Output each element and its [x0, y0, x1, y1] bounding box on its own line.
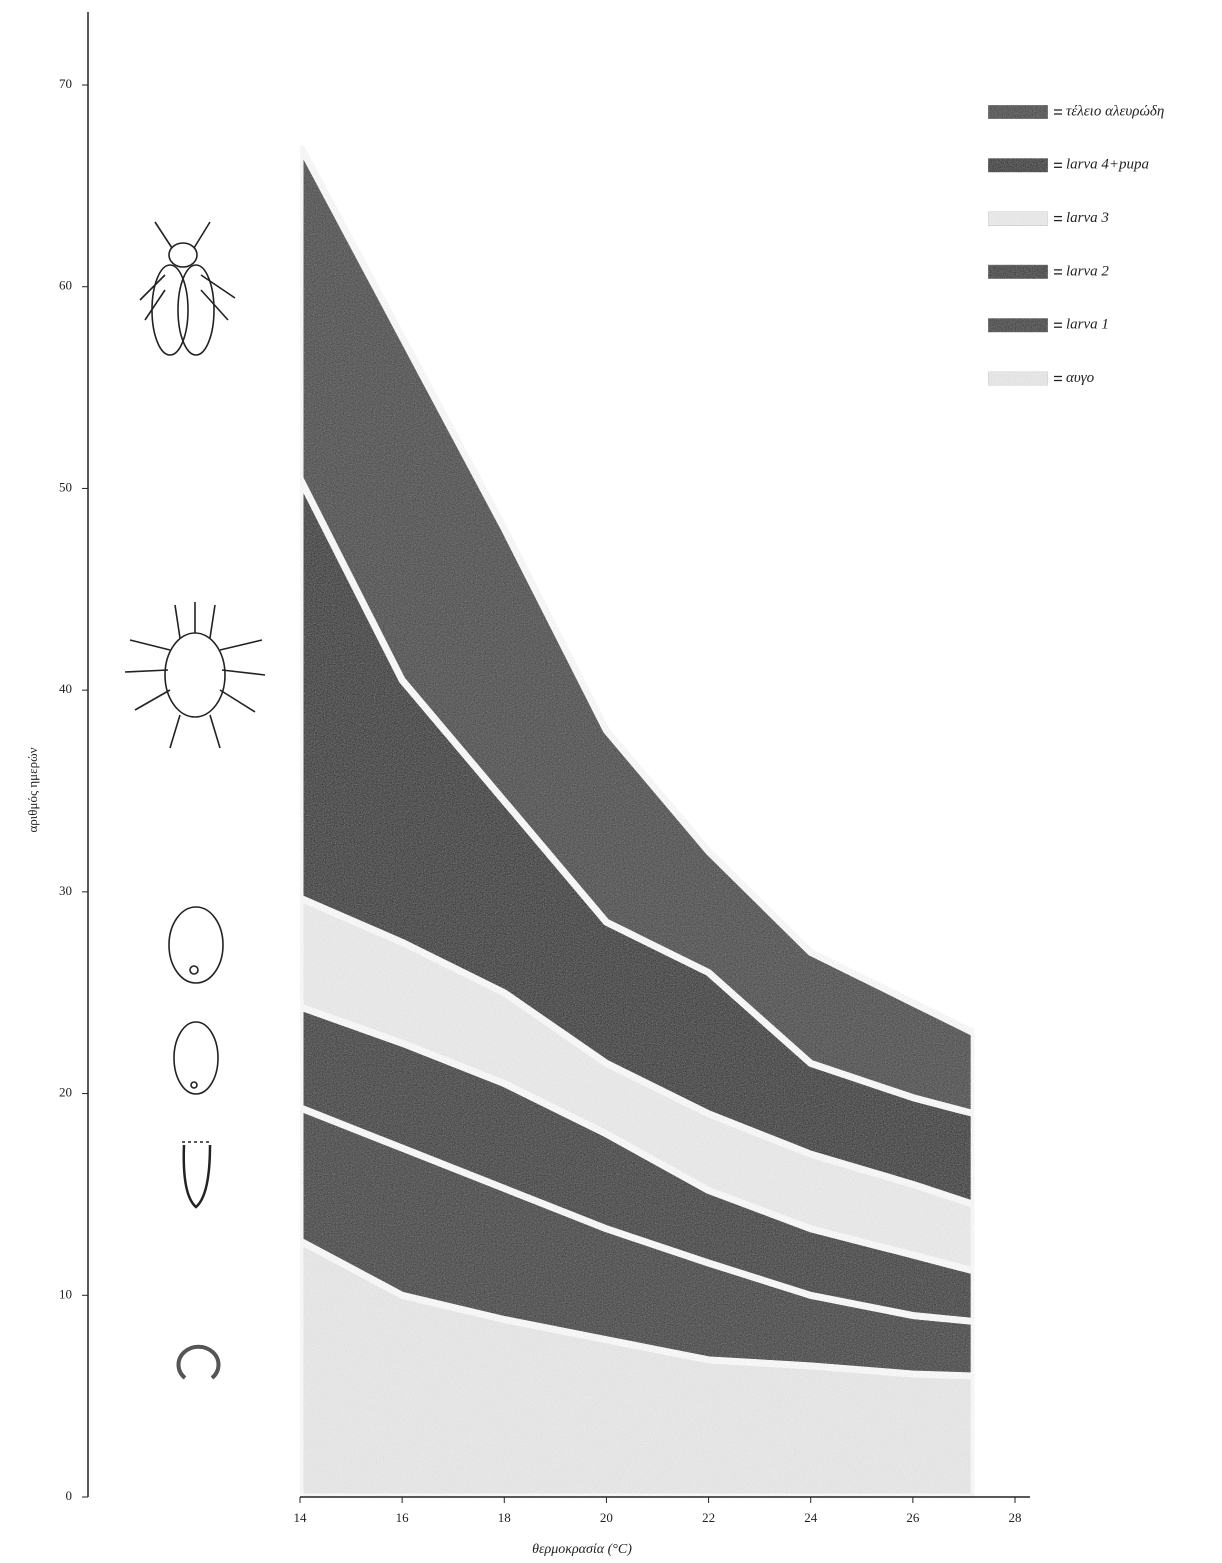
- legend-swatch: [988, 212, 1048, 226]
- legend-label: αυγο: [1066, 370, 1095, 386]
- larva3-icon: [169, 907, 223, 983]
- x-tick-label: 24: [804, 1510, 818, 1525]
- legend-label: larva 4+pupa: [1066, 157, 1149, 173]
- larva1-icon: [182, 1142, 210, 1207]
- egg-icon: [179, 1347, 219, 1378]
- y-tick-label: 50: [59, 479, 72, 494]
- legend-label: larva 1: [1066, 317, 1109, 333]
- larva4-icon: [125, 602, 265, 748]
- page: {"chart_data": {"type": "stacked-area", …: [0, 0, 1222, 1563]
- y-tick-label: 20: [59, 1085, 72, 1100]
- y-tick-label: 40: [59, 681, 72, 696]
- chart: αριθμός ημερών θερμοκρασία (°C) 0 10 20 30 4…: [0, 0, 1222, 1563]
- x-tick-label: 14: [294, 1510, 308, 1525]
- legend-swatch: [988, 158, 1048, 172]
- larva2-icon: [174, 1022, 218, 1094]
- y-tick-label: 0: [66, 1488, 73, 1503]
- y-tick-label: 10: [59, 1286, 72, 1301]
- legend-swatch: [988, 105, 1048, 119]
- x-tick-label: 16: [396, 1510, 410, 1525]
- legend-swatch: [988, 265, 1048, 279]
- y-tick-label: 60: [59, 278, 72, 293]
- adult-icon: [140, 222, 235, 355]
- plot-area: [300, 146, 974, 1497]
- x-tick-label: 28: [1009, 1510, 1022, 1525]
- x-tick-label: 26: [906, 1510, 920, 1525]
- x-tick-label: 20: [600, 1510, 613, 1525]
- x-tick-label: 18: [498, 1510, 511, 1525]
- legend-swatch: [988, 318, 1048, 332]
- x-axis-label: θερμοκρασία (°C): [532, 1542, 632, 1557]
- y-tick-label: 70: [59, 76, 72, 91]
- legend-label: τέλειο αλευρώδη: [1066, 103, 1164, 119]
- y-axis-label: αριθμός ημερών: [25, 747, 40, 832]
- x-tick-label: 22: [702, 1510, 715, 1525]
- legend-swatch: [988, 372, 1048, 386]
- y-tick-label: 30: [59, 883, 72, 898]
- legend-label: larva 3: [1066, 210, 1109, 226]
- legend-label: larva 2: [1066, 263, 1109, 279]
